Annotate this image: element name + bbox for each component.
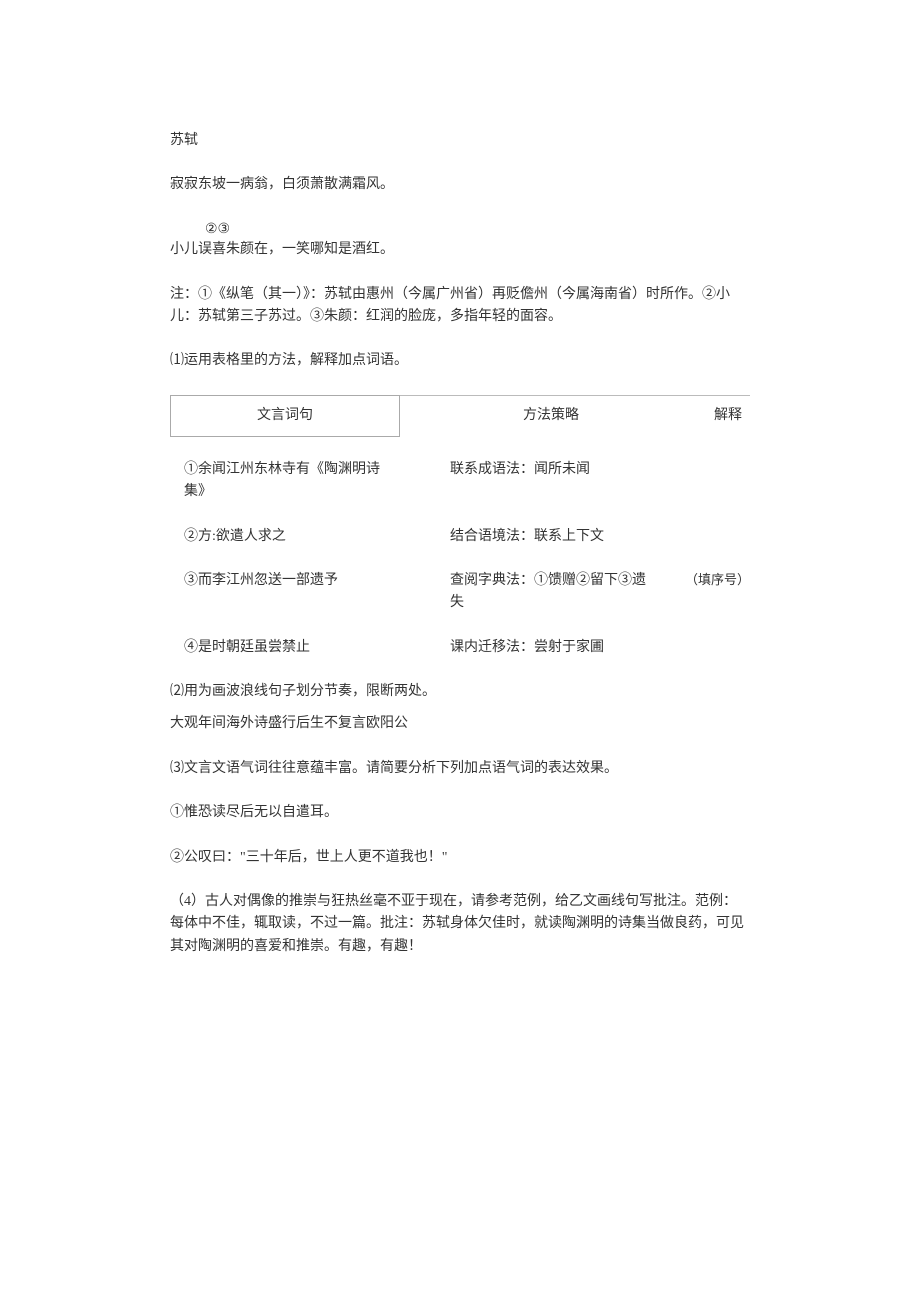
poem-line-2-wrap: ②③ 小儿误喜朱颜在，一笑哪知是酒红。 xyxy=(170,219,750,262)
table-cell-term: ①余闻江州东林寺有《陶渊明诗集》 xyxy=(170,459,400,504)
question-2-stem: ⑵用为画波浪线句子划分节奏，限断两处。 xyxy=(170,681,750,703)
question-3-stem: ⑶文言文语气词往往意蕴丰富。请简要分析下列加点语气词的表达效果。 xyxy=(170,758,750,780)
table-header-method: 方法策略 xyxy=(400,395,662,437)
table-row: ②方:欲遣人求之 结合语境法：联系上下文 xyxy=(170,526,750,548)
table-row: ④是时朝廷虽尝禁止 课内迁移法：尝射于家圃 xyxy=(170,637,750,659)
table-header-term: 文言词句 xyxy=(170,395,400,437)
vocab-table: 文言词句 方法策略 解释 ①余闻江州东林寺有《陶渊明诗集》 联系成语法：闻所未闻… xyxy=(170,395,750,659)
table-cell-method: 联系成语法：闻所未闻 xyxy=(400,459,650,481)
table-cell-method: 结合语境法：联系上下文 xyxy=(400,526,650,548)
table-cell-note: （填序号） xyxy=(650,570,750,591)
table-cell-term: ②方:欲遣人求之 xyxy=(170,526,400,548)
table-row: ③而李江州忽送一部遗予 查阅字典法：①馈赠②留下③遗失 （填序号） xyxy=(170,570,750,615)
poem-line-1: 寂寂东坡一病翁，白须萧散满霜风。 xyxy=(170,174,750,196)
footnote-paragraph: 注：①《纵笔（其一）》：苏轼由惠州（今属广州省）再贬儋州（今属海南省）时所作。②… xyxy=(170,284,750,329)
table-cell-method: 课内迁移法：尝射于家圃 xyxy=(400,637,650,659)
poem-superscript: ②③ xyxy=(205,219,750,241)
table-cell-term: ④是时朝廷虽尝禁止 xyxy=(170,637,400,659)
question-3-item-1: ①惟恐读尽后无以自遣耳。 xyxy=(170,802,750,824)
question-3-item-2: ②公叹曰："三十年后，世上人更不道我也！" xyxy=(170,847,750,869)
table-header-explain: 解释 xyxy=(662,395,750,437)
poem-line-2: 小儿误喜朱颜在，一笑哪知是酒红。 xyxy=(170,239,750,261)
table-row: ①余闻江州东林寺有《陶渊明诗集》 联系成语法：闻所未闻 xyxy=(170,459,750,504)
table-header-row: 文言词句 方法策略 解释 xyxy=(170,395,750,437)
table-cell-term: ③而李江州忽送一部遗予 xyxy=(170,570,400,592)
question-1-stem: ⑴运用表格里的方法，解释加点词语。 xyxy=(170,350,750,372)
question-4-text: （4）古人对偶像的推崇与狂热丝毫不亚于现在，请参考范例，给乙文画线句写批注。范例… xyxy=(170,891,750,958)
table-cell-method: 查阅字典法：①馈赠②留下③遗失 xyxy=(400,570,650,615)
author-name: 苏轼 xyxy=(170,130,750,152)
question-2-text: 大观年间海外诗盛行后生不复言欧阳公 xyxy=(170,713,750,735)
page-container: 苏轼 寂寂东坡一病翁，白须萧散满霜风。 ②③ 小儿误喜朱颜在，一笑哪知是酒红。 … xyxy=(0,0,920,1301)
